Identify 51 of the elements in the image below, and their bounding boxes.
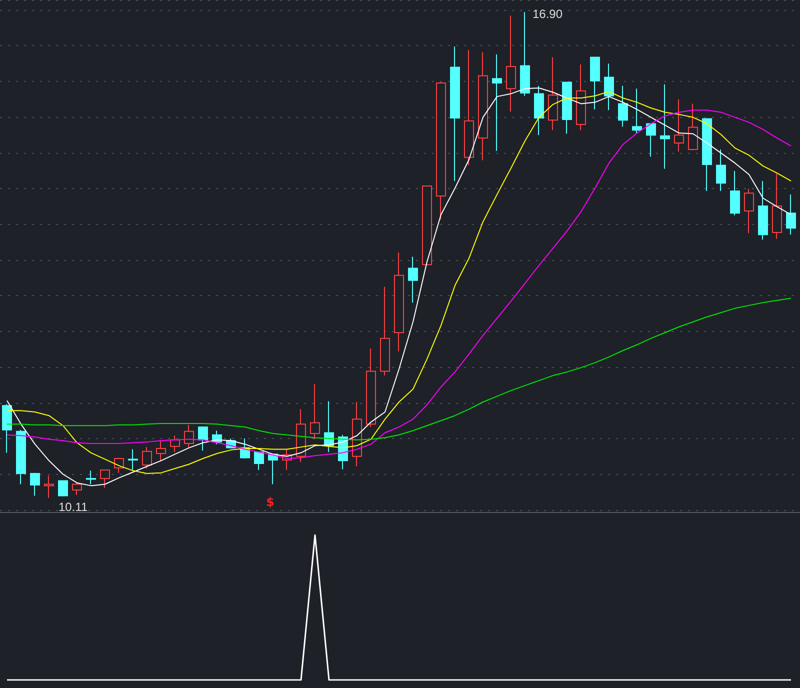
- annotation: 10.11: [58, 500, 88, 514]
- candlestick: [758, 180, 768, 240]
- candlestick: [464, 50, 474, 166]
- candlestick: [520, 12, 530, 96]
- candlestick: [478, 52, 488, 161]
- candlestick: [184, 424, 194, 448]
- candlestick: [86, 470, 96, 485]
- candlestick: [16, 429, 26, 485]
- annotation: $: [266, 495, 274, 509]
- candlestick: [170, 435, 180, 453]
- candlestick: [408, 256, 418, 304]
- candlestick: [744, 188, 754, 234]
- candlestick: [58, 480, 68, 497]
- candlestick: [296, 408, 306, 463]
- candlestick: [310, 384, 320, 440]
- candlestick: [156, 440, 166, 462]
- candlestick: [562, 82, 572, 134]
- candlestick: [128, 448, 138, 472]
- candlestick: [506, 15, 516, 112]
- candlestick: [44, 475, 54, 498]
- candlestick: [366, 348, 376, 428]
- candlestick: [100, 469, 110, 488]
- candlestick: [492, 54, 502, 152]
- candlestick: [646, 123, 656, 158]
- candlestick: [576, 64, 586, 131]
- candlestick: [2, 404, 12, 454]
- candlestick: [548, 56, 558, 131]
- candlestick: [422, 185, 432, 267]
- annotation: 16.90: [532, 7, 563, 22]
- candlestick: [688, 103, 698, 151]
- candlestick: [380, 286, 390, 376]
- candlestick: [702, 118, 712, 192]
- candlestick: [674, 98, 684, 152]
- candlestick: [716, 148, 726, 192]
- candlestick: [394, 252, 404, 352]
- candlestick: [30, 472, 40, 496]
- candlestick: [436, 82, 446, 220]
- candlestick: [618, 85, 628, 128]
- candlestick: [254, 450, 264, 470]
- candlestick: [450, 46, 460, 182]
- candlestick: [590, 56, 600, 110]
- candlestick: [730, 170, 740, 216]
- candlestick: [632, 88, 642, 134]
- candlestick: [198, 426, 208, 452]
- candlestick: [142, 446, 152, 470]
- candlestick: [604, 63, 614, 111]
- candlestick: [534, 85, 544, 136]
- candlestick: [660, 84, 670, 170]
- candlestick: [772, 173, 782, 240]
- candlestick: [72, 482, 82, 496]
- candlestick: [786, 194, 796, 236]
